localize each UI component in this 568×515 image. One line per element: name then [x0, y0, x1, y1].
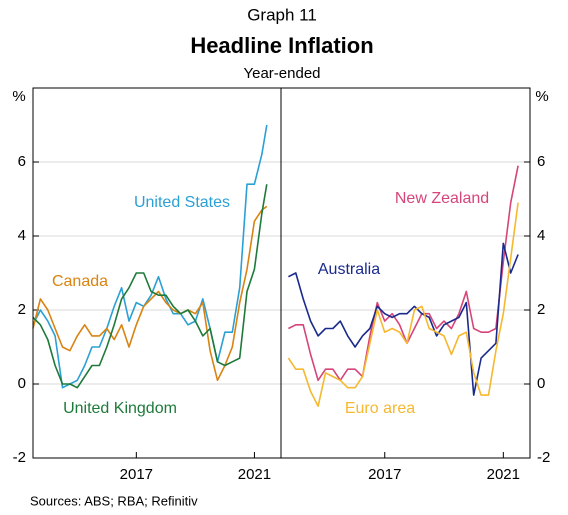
series-label: United States: [134, 194, 230, 211]
y-tick-label: 0: [18, 375, 26, 392]
y-tick-label: 0: [537, 375, 545, 392]
series-label: Australia: [318, 261, 380, 278]
y-axis-label: %: [12, 88, 25, 105]
y-tick-label: 2: [537, 301, 545, 318]
y-tick-label: 4: [537, 227, 545, 244]
y-tick-label: 6: [18, 153, 26, 170]
series-line: [287, 202, 519, 407]
y-tick-label: 4: [18, 227, 26, 244]
x-tick-label: 2021: [487, 466, 520, 483]
y-tick-label: 6: [537, 153, 545, 170]
x-tick-label: 2017: [368, 466, 401, 483]
series-line: [32, 205, 268, 382]
y-tick-label: -2: [537, 449, 550, 466]
series-line: [288, 242, 519, 396]
series-label: Euro area: [345, 400, 415, 417]
x-tick-label: 2017: [120, 466, 153, 483]
y-tick-label: 2: [18, 301, 26, 318]
series-label: Canada: [52, 273, 108, 290]
series-line: [32, 124, 268, 389]
chart-subtitle: Year-ended: [243, 65, 320, 82]
series-line: [288, 165, 519, 382]
y-axis-label: %: [535, 88, 548, 105]
graph-number: Graph 11: [247, 5, 317, 24]
y-tick-label: -2: [13, 449, 26, 466]
series-label: New Zealand: [395, 190, 489, 207]
chart-title: Headline Inflation: [190, 33, 373, 58]
source: Sources: ABS; RBA; Refinitiv: [30, 493, 198, 508]
series-line: [32, 184, 268, 389]
x-tick-label: 2021: [238, 466, 271, 483]
series-label: United Kingdom: [63, 400, 177, 417]
